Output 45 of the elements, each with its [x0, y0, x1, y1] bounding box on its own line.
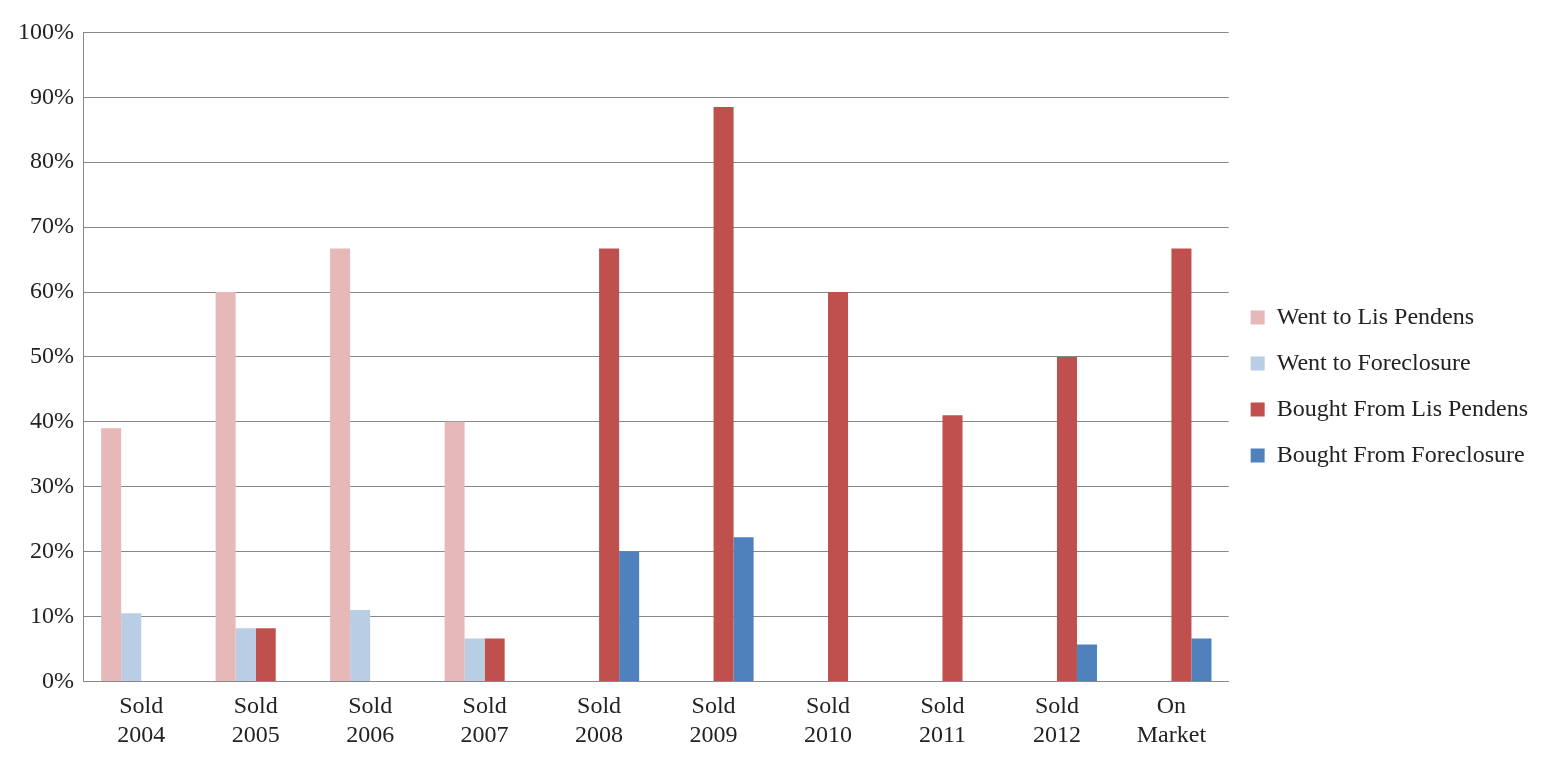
bar	[713, 107, 734, 681]
bar	[121, 613, 142, 681]
x-tick-label: Sold 2007	[460, 692, 509, 747]
x-tick-label: Sold 2005	[231, 692, 280, 747]
bar	[255, 628, 276, 681]
bar	[599, 248, 620, 681]
bar	[942, 415, 963, 681]
bar	[215, 292, 236, 681]
x-tick-label: Sold 2008	[575, 692, 624, 747]
bar	[101, 428, 122, 681]
legend-label: Went to Foreclosure	[1276, 348, 1471, 375]
legend-label: Bought From Lis Pendens	[1276, 394, 1528, 421]
bar	[1191, 638, 1212, 681]
x-tick-label: Sold 2006	[346, 692, 395, 747]
bar	[464, 638, 485, 681]
y-tick-label: 30%	[29, 472, 74, 498]
y-tick-label: 0%	[41, 666, 74, 693]
y-tick-label: 20%	[29, 536, 74, 563]
y-tick-label: 70%	[29, 212, 74, 239]
bar	[1056, 356, 1077, 681]
y-tick-label: 40%	[29, 407, 74, 434]
x-tick-label: Sold 2010	[804, 692, 853, 747]
y-tick-label: 100%	[17, 17, 74, 44]
bar	[619, 551, 640, 681]
legend-label: Went to Lis Pendens	[1276, 302, 1475, 329]
x-tick-label: Sold 2004	[117, 692, 166, 747]
bar	[828, 292, 849, 681]
bar	[484, 638, 505, 681]
bar	[1171, 248, 1192, 681]
x-tick-label: Sold 2009	[689, 692, 738, 747]
bar	[733, 537, 754, 681]
legend-label: Bought From Foreclosure	[1276, 440, 1525, 467]
y-tick-label: 50%	[29, 342, 74, 369]
bar	[330, 248, 351, 681]
y-tick-label: 60%	[29, 277, 74, 304]
bar	[235, 628, 256, 681]
bar	[1076, 644, 1098, 681]
x-tick-label: Sold 2011	[918, 692, 967, 747]
x-tick-label: On Market	[1136, 692, 1207, 747]
y-tick-label: 80%	[29, 147, 74, 174]
bar	[350, 610, 371, 681]
x-tick-label: Sold 2012	[1032, 692, 1081, 747]
y-tick-label: 90%	[29, 82, 74, 109]
bar	[444, 421, 465, 681]
y-tick-label: 10%	[29, 601, 74, 628]
